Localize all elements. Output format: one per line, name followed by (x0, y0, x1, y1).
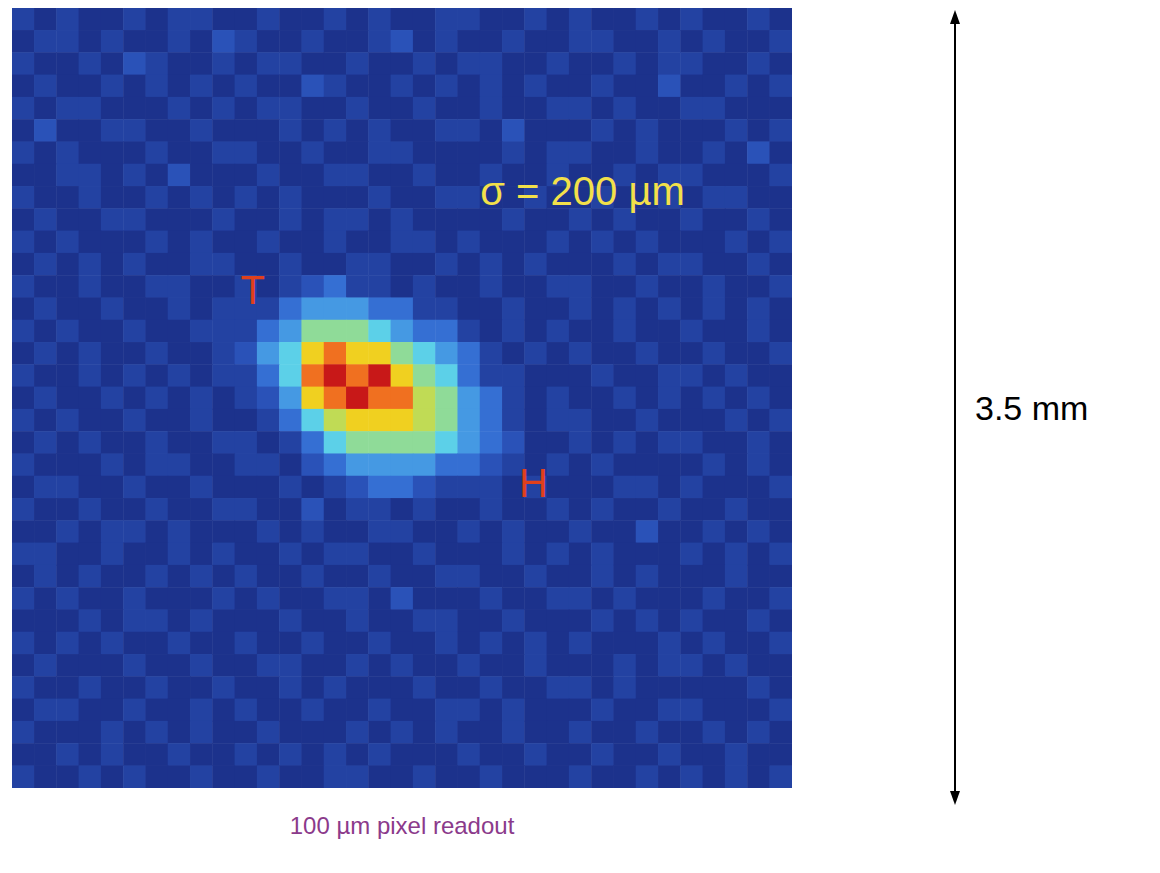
html-text:100 µm pixel readout: 100 µm pixel readout (289, 812, 515, 839)
svg-text:H: H (519, 461, 548, 505)
svg-text:σ = 200 µm: σ = 200 µm (480, 169, 685, 213)
svg-text:T: T (240, 268, 264, 312)
svg-text:3.5 mm: 3.5 mm (975, 389, 1088, 427)
